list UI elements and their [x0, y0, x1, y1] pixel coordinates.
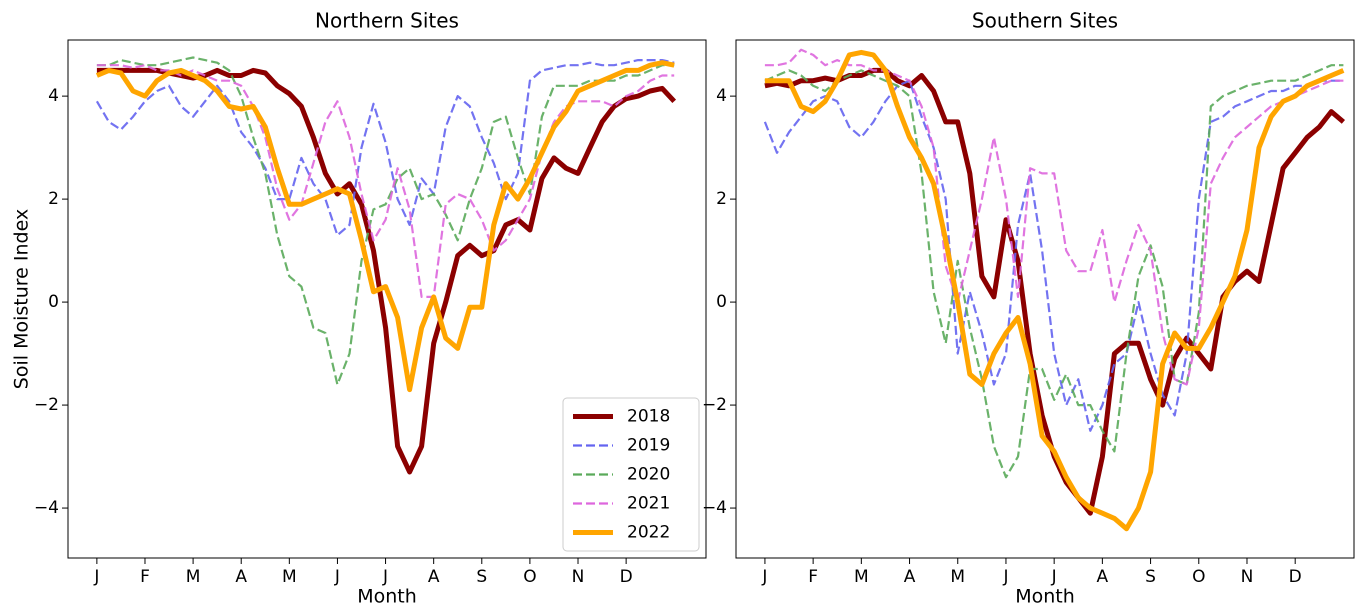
plot-frame [735, 39, 1355, 559]
legend-label: 2021 [627, 494, 670, 514]
series-line [764, 48, 1344, 386]
x-tick-label: J [761, 567, 767, 587]
x-tick-label: J [1002, 567, 1008, 587]
x-tick-label: J [93, 567, 99, 587]
y-tick-label: −2 [34, 395, 59, 415]
series-line [764, 49, 1345, 532]
series-line [764, 64, 1344, 479]
y-axis-label: Soil Moisture Index [11, 209, 33, 389]
legend: 2018 2019 2020 2021 2022 [562, 397, 700, 552]
x-tick-label: J [382, 567, 388, 587]
legend-label: 2019 [627, 436, 670, 456]
x-tick-label: M [854, 567, 869, 587]
legend-label: 2020 [627, 465, 670, 485]
x-tick-label: A [428, 567, 440, 587]
x-tick-label: J [1051, 567, 1057, 587]
x-tick-label: N [1241, 567, 1254, 587]
x-tick-label: A [1097, 567, 1109, 587]
x-tick-label: S [476, 567, 487, 587]
legend-label: 2018 [627, 407, 670, 427]
y-tick-label: 2 [48, 189, 59, 209]
series-line [95, 60, 675, 393]
y-tick-label: 0 [716, 292, 727, 312]
x-tick-label: F [140, 567, 150, 587]
y-tick-label: −4 [34, 498, 59, 518]
x-tick-label: O [523, 567, 536, 587]
x-tick-label: M [950, 567, 965, 587]
series-line [764, 67, 1346, 516]
x-tick-label: A [904, 567, 916, 587]
x-tick-label: D [1289, 567, 1302, 587]
x-tick-label: S [1145, 567, 1156, 587]
x-tick-label: D [620, 567, 633, 587]
x-tick-label: M [186, 567, 201, 587]
legend-label: 2022 [627, 523, 670, 543]
series-line [763, 79, 1344, 432]
x-axis-label: Month [357, 586, 417, 608]
y-tick-label: 2 [716, 189, 727, 209]
series-line [96, 56, 675, 386]
chart-title: Northern Sites [315, 9, 459, 33]
series-line [96, 64, 675, 298]
y-tick-label: −2 [702, 395, 727, 415]
x-tick-label: N [572, 567, 585, 587]
legend-box [562, 397, 700, 552]
plot-frame [67, 39, 707, 559]
x-tick-label: M [282, 567, 297, 587]
x-tick-label: A [235, 567, 247, 587]
chart-title: Southern Sites [972, 9, 1118, 33]
y-tick-label: 4 [48, 86, 59, 106]
y-tick-label: −4 [702, 498, 727, 518]
y-tick-label: 0 [48, 292, 59, 312]
x-tick-label: J [334, 567, 340, 587]
x-tick-label: F [808, 567, 818, 587]
series-group [763, 48, 1346, 532]
x-tick-label: O [1192, 567, 1205, 587]
series-line [95, 59, 675, 237]
y-tick-label: 4 [716, 86, 727, 106]
x-axis-label: Month [1015, 586, 1075, 608]
series-group [95, 56, 677, 475]
